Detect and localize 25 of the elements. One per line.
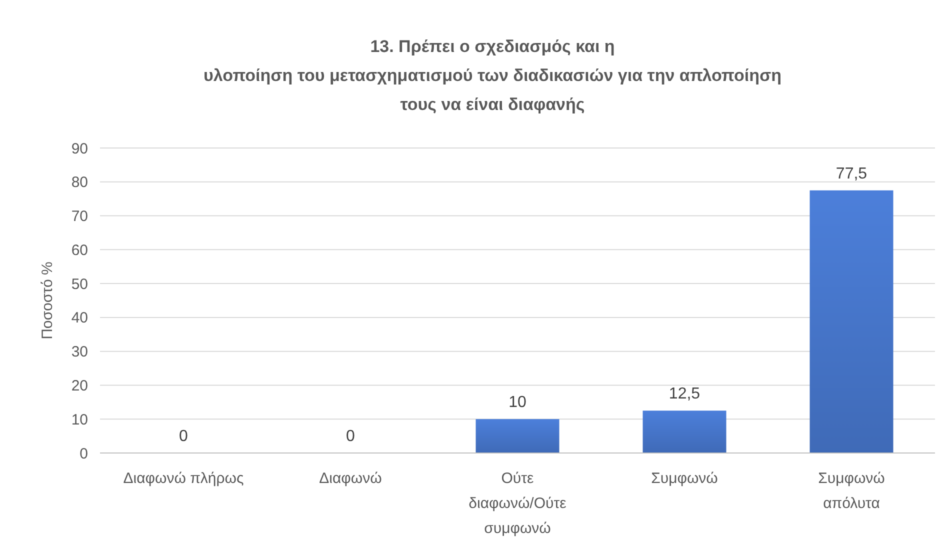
y-axis-title: Ποσοστό % <box>39 262 56 340</box>
data-label: 0 <box>179 428 188 445</box>
x-tick-label: Διαφωνώ <box>319 470 382 487</box>
data-label: 0 <box>346 428 356 445</box>
bar <box>810 190 894 453</box>
x-tick-label: Συμφωνώ απόλυτα <box>818 470 886 512</box>
y-tick-label: 20 <box>71 377 88 394</box>
x-tick-label: Διαφωνώ πλήρως <box>123 470 244 487</box>
y-tick-label: 50 <box>71 276 88 293</box>
y-tick-label: 70 <box>71 208 88 226</box>
y-tick-label: 60 <box>71 242 88 259</box>
y-tick-label: 80 <box>71 174 88 192</box>
y-tick-label: 40 <box>71 310 88 327</box>
data-label: 12,5 <box>668 386 700 403</box>
y-tick-label: 30 <box>71 344 88 361</box>
y-tick-label: 90 <box>71 140 88 158</box>
x-tick-label: Συμφωνώ <box>651 470 718 487</box>
y-tick-label: 10 <box>71 411 88 428</box>
data-label: 10 <box>508 394 526 412</box>
x-tick-label: Ούτε διαφωνώ/Ούτε συμφωνώ <box>468 470 567 537</box>
data-label: 77,5 <box>836 165 868 182</box>
chart-title: 13. Πρέπει ο σχεδιασμός και η υλοποίηση του μετασχηματισμού των διαδικασιών για την απλοποίηση τους να είναι διαφανής <box>204 37 782 114</box>
bar <box>642 410 726 453</box>
bar <box>476 419 560 453</box>
y-tick-label: 0 <box>80 445 88 462</box>
